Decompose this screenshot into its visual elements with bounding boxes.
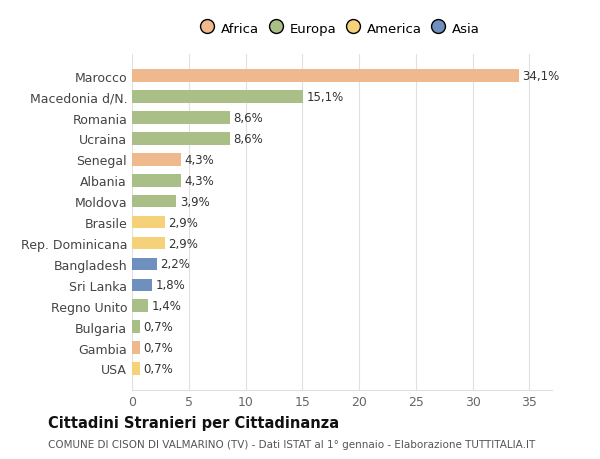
- Text: 0,7%: 0,7%: [143, 362, 173, 375]
- Bar: [132, 216, 165, 229]
- Text: 2,2%: 2,2%: [160, 258, 190, 271]
- Bar: [132, 321, 140, 333]
- Bar: [132, 341, 140, 354]
- Text: Cittadini Stranieri per Cittadinanza: Cittadini Stranieri per Cittadinanza: [48, 415, 339, 430]
- Bar: [132, 91, 304, 104]
- Text: 2,9%: 2,9%: [169, 216, 198, 229]
- Bar: [132, 196, 176, 208]
- Bar: [132, 258, 157, 271]
- Bar: [132, 300, 148, 312]
- Bar: [132, 133, 230, 146]
- Text: 3,9%: 3,9%: [179, 195, 209, 208]
- Text: COMUNE DI CISON DI VALMARINO (TV) - Dati ISTAT al 1° gennaio - Elaborazione TUTT: COMUNE DI CISON DI VALMARINO (TV) - Dati…: [48, 440, 535, 449]
- Legend: Africa, Europa, America, Asia: Africa, Europa, America, Asia: [200, 18, 484, 39]
- Text: 0,7%: 0,7%: [143, 320, 173, 333]
- Text: 34,1%: 34,1%: [523, 70, 560, 83]
- Text: 1,8%: 1,8%: [156, 279, 185, 291]
- Bar: [132, 174, 181, 187]
- Bar: [132, 363, 140, 375]
- Bar: [132, 237, 165, 250]
- Bar: [132, 70, 519, 83]
- Bar: [132, 154, 181, 166]
- Text: 4,3%: 4,3%: [184, 154, 214, 167]
- Text: 8,6%: 8,6%: [233, 133, 263, 146]
- Text: 2,9%: 2,9%: [169, 237, 198, 250]
- Bar: [132, 279, 152, 291]
- Text: 4,3%: 4,3%: [184, 174, 214, 187]
- Text: 1,4%: 1,4%: [151, 300, 181, 313]
- Text: 15,1%: 15,1%: [307, 91, 344, 104]
- Text: 0,7%: 0,7%: [143, 341, 173, 354]
- Text: 8,6%: 8,6%: [233, 112, 263, 125]
- Bar: [132, 112, 230, 124]
